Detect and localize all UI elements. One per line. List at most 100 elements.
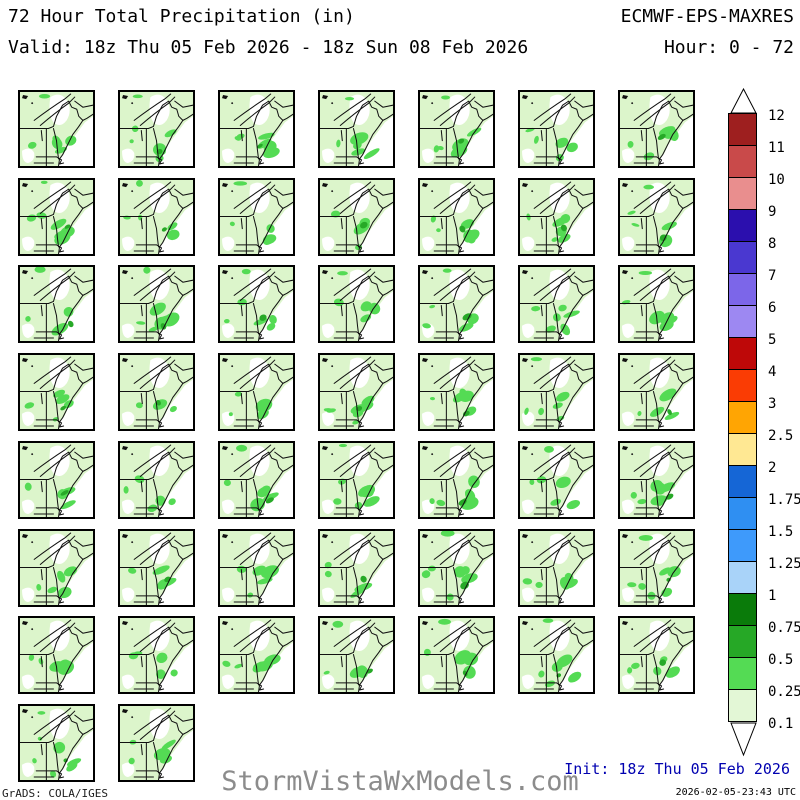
colorbar-segment: [728, 305, 757, 338]
ensemble-member-map: [618, 90, 695, 168]
colorbar-segment: [728, 113, 757, 146]
colorbar-segment: [728, 657, 757, 690]
colorbar-label: 2.5: [768, 428, 794, 444]
member-map-svg: [120, 180, 193, 254]
colorbar-label: 1.5: [768, 524, 794, 540]
colorbar-label: 9: [768, 204, 777, 220]
ensemble-member-map: [418, 616, 495, 694]
ensemble-member-map: [518, 616, 595, 694]
ensemble-member-map: [518, 353, 595, 431]
member-map-svg: [420, 618, 493, 692]
member-map-svg: [520, 443, 593, 517]
member-map-svg: [320, 443, 393, 517]
member-map-svg: [420, 443, 493, 517]
colorbar-label: 5: [768, 332, 777, 348]
ensemble-member-map: [618, 265, 695, 343]
ensemble-member-map: [518, 178, 595, 256]
ensemble-member-map: [618, 441, 695, 519]
ensemble-member-map: [418, 353, 495, 431]
colorbar-segment: [728, 401, 757, 434]
member-map-svg: [120, 531, 193, 605]
colorbar-label: 1.75: [768, 492, 800, 508]
ensemble-member-map: [318, 178, 395, 256]
colorbar-up-arrow-icon: [730, 88, 757, 114]
ensemble-member-map: [18, 90, 95, 168]
member-map-svg: [520, 267, 593, 341]
ensemble-member-map: [318, 529, 395, 607]
member-map-svg: [620, 267, 693, 341]
ensemble-member-map: [18, 529, 95, 607]
ensemble-member-map: [318, 265, 395, 343]
colorbar-segment: [728, 273, 757, 306]
colorbar-label: 0.5: [768, 652, 794, 668]
member-map-svg: [20, 443, 93, 517]
member-map-svg: [120, 618, 193, 692]
colorbar-segment: [728, 625, 757, 658]
creation-timestamp: 2026-02-05-23:43 UTC: [675, 787, 796, 798]
ensemble-member-map: [318, 616, 395, 694]
colorbar-label: 11: [768, 140, 785, 156]
ensemble-member-map: [218, 178, 295, 256]
member-map-svg: [220, 618, 293, 692]
valid-time-range: Valid: 18z Thu 05 Feb 2026 - 18z Sun 08 …: [8, 37, 529, 58]
colorbar-label: 6: [768, 300, 777, 316]
ensemble-member-map: [118, 616, 195, 694]
member-map-svg: [20, 706, 93, 780]
member-map-svg: [620, 531, 693, 605]
colorbar-segment: [728, 177, 757, 210]
member-map-svg: [320, 355, 393, 429]
colorbar-label: 10: [768, 172, 785, 188]
member-map-svg: [320, 267, 393, 341]
ensemble-member-map: [318, 90, 395, 168]
member-map-svg: [420, 531, 493, 605]
member-map-svg: [520, 180, 593, 254]
colorbar-label: 0.75: [768, 620, 800, 636]
colorbar-segment: [728, 145, 757, 178]
member-map-svg: [20, 355, 93, 429]
colorbar-label: 12: [768, 108, 785, 124]
ensemble-member-map: [18, 353, 95, 431]
member-map-svg: [120, 267, 193, 341]
member-map-svg: [120, 443, 193, 517]
member-map-svg: [220, 531, 293, 605]
ensemble-member-map: [418, 265, 495, 343]
ensemble-member-map: [118, 178, 195, 256]
colorbar-label: 1: [768, 588, 777, 604]
colorbar: 12 11 10 9 8 7 6 5 4 3 2.5 2 1.75 1.5 1.25 1 0.75 0.5 0.25…: [726, 88, 800, 768]
colorbar-segment: [728, 497, 757, 530]
member-map-svg: [120, 92, 193, 166]
colorbar-segment: [728, 433, 757, 466]
init-time: Init: 18z Thu 05 Feb 2026: [564, 760, 790, 778]
ensemble-member-map: [618, 529, 695, 607]
ensemble-member-map: [18, 704, 95, 782]
colorbar-label: 1.25: [768, 556, 800, 572]
ensemble-member-map: [118, 529, 195, 607]
ensemble-member-map: [218, 90, 295, 168]
member-map-svg: [420, 92, 493, 166]
member-map-svg: [120, 355, 193, 429]
member-map-svg: [420, 267, 493, 341]
ensemble-member-map: [418, 529, 495, 607]
colorbar-label: 7: [768, 268, 777, 284]
member-map-svg: [520, 618, 593, 692]
colorbar-segment: [728, 369, 757, 402]
member-map-svg: [520, 531, 593, 605]
model-name: ECMWF-EPS-MAXRES: [620, 6, 794, 27]
colorbar-segment: [728, 529, 757, 562]
ensemble-member-map: [318, 353, 395, 431]
ensemble-member-map: [18, 265, 95, 343]
ensemble-member-map: [118, 353, 195, 431]
forecast-hour-range: Hour: 0 - 72: [663, 37, 794, 58]
ensemble-member-map: [418, 178, 495, 256]
member-map-svg: [320, 92, 393, 166]
member-map-svg: [20, 92, 93, 166]
ensemble-member-map: [118, 704, 195, 782]
colorbar-segment: [728, 593, 757, 626]
colorbar-label: 3: [768, 396, 777, 412]
member-map-svg: [520, 92, 593, 166]
plot-title: 72 Hour Total Precipitation (in): [8, 6, 355, 27]
member-map-svg: [620, 180, 693, 254]
colorbar-segment: [728, 561, 757, 594]
ensemble-member-map: [218, 353, 295, 431]
